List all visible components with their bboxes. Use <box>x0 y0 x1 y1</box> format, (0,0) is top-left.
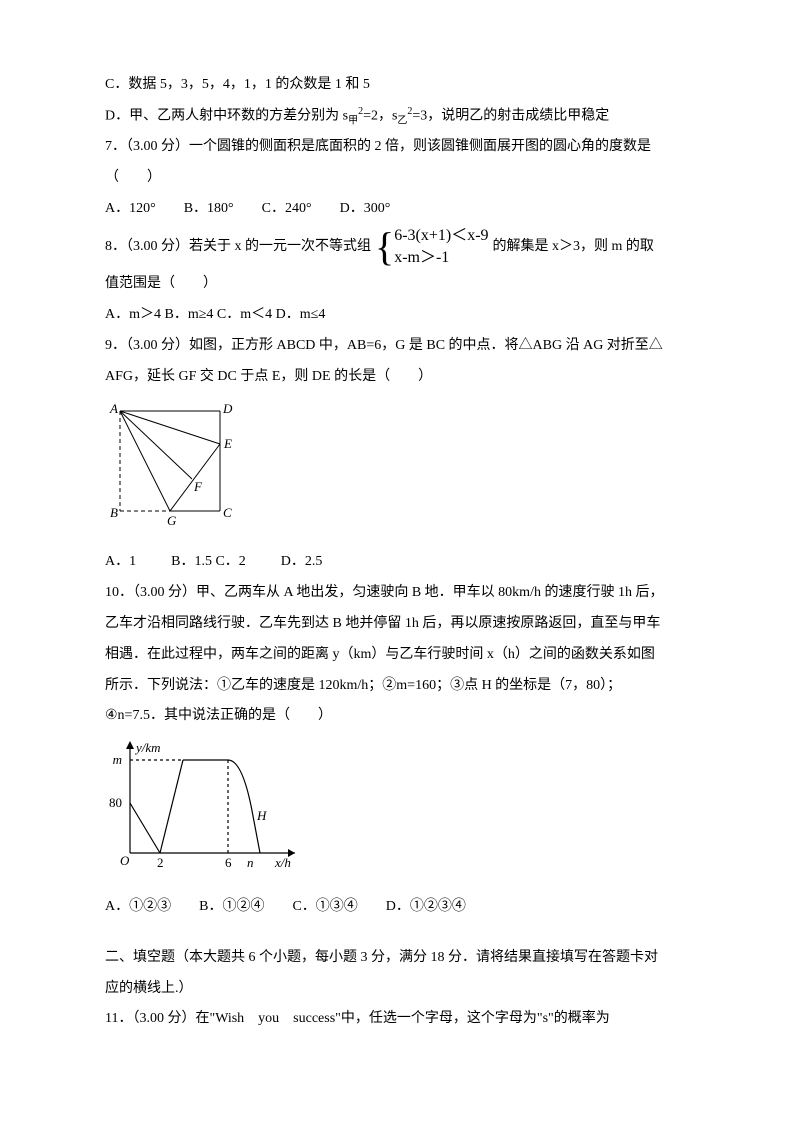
q7-text-1: 7．（3.00 分）一个圆锥的侧面积是底面积的 2 倍，则该圆锥侧面展开图的圆心… <box>105 132 695 163</box>
brace-icon: { <box>375 227 394 267</box>
q10-text-1: 10．（3.00 分）甲、乙两车从 A 地出发，匀速驶向 B 地．甲车以 80k… <box>105 578 695 609</box>
d-mid1: =2，s <box>363 108 397 123</box>
d-sub2: 乙 <box>397 115 407 126</box>
q8-post: 的解集是 x＞3，则 m 的取 <box>493 232 654 263</box>
svg-text:D: D <box>222 401 233 416</box>
d-post: =3，说明乙的射击成绩比甲稳定 <box>412 108 609 123</box>
svg-text:O: O <box>120 853 130 868</box>
svg-text:m: m <box>113 752 122 767</box>
q8-ineq-1: 6-3(x+1)＜x-9 <box>394 225 488 247</box>
q9-text-2: AFG，延长 GF 交 DC 于点 E，则 DE 的长是（ ） <box>105 362 695 393</box>
q7-text-2: （ ） <box>105 163 695 194</box>
q9-text-1: 9．（3.00 分）如图，正方形 ABCD 中，AB=6，G 是 BC 的中点．… <box>105 331 695 362</box>
svg-text:80: 80 <box>109 795 122 810</box>
d-pre: D．甲、乙两人射中环数的方差分别为 s <box>105 108 348 123</box>
q10-svg: O 2 6n 80 m y/km x/h H <box>105 738 305 873</box>
svg-text:6: 6 <box>225 855 232 870</box>
q9-options: A．1 B．1.5 C．2 D．2.5 <box>105 547 695 578</box>
q7-options: A．120° B．180° C．240° D．300° <box>105 194 695 225</box>
option-c: C．数据 5，3，5，4，1，1 的众数是 1 和 5 <box>105 70 695 101</box>
svg-text:C: C <box>223 505 232 520</box>
svg-text:A: A <box>109 401 118 416</box>
q8-pre: 8．（3.00 分）若关于 x 的一元一次不等式组 <box>105 232 371 263</box>
svg-text:E: E <box>223 436 232 451</box>
d-sub1: 甲 <box>348 115 358 126</box>
svg-text:F: F <box>193 479 203 494</box>
q10-text-5: ④n=7.5．其中说法正确的是（ ） <box>105 701 695 732</box>
section2-title-2: 应的横线上.） <box>105 974 695 1005</box>
q10-text-4: 所示．下列说法：①乙车的速度是 120km/h；②m=160；③点 H 的坐标是… <box>105 671 695 702</box>
svg-text:x/h: x/h <box>274 855 291 870</box>
svg-text:y/km: y/km <box>134 740 161 755</box>
q8-system: { 6-3(x+1)＜x-9 x-m＞-1 <box>375 225 489 270</box>
option-d: D．甲、乙两人射中环数的方差分别为 s甲2=2，s乙2=3，说明乙的射击成绩比甲… <box>105 101 695 132</box>
q9-svg: A D B C G E F <box>105 399 235 529</box>
q9-figure: A D B C G E F <box>105 399 695 542</box>
q10-text-2: 乙车才沿相同路线行驶．乙车先到达 B 地并停留 1h 后，再以原速按原路返回，直… <box>105 609 695 640</box>
svg-text:n: n <box>247 855 254 870</box>
q8-ineq-2: x-m＞-1 <box>394 247 488 269</box>
q8-options: A．m＞4 B．m≥4 C．m＜4 D．m≤4 <box>105 300 695 331</box>
svg-text:H: H <box>256 808 267 823</box>
svg-text:B: B <box>110 505 118 520</box>
svg-text:2: 2 <box>157 855 164 870</box>
q11-text: 11．（3.00 分）在"Wish you success"中，任选一个字母，这… <box>105 1004 695 1035</box>
q10-options: A．①②③ B．①②④ C．①③④ D．①②③④ <box>105 892 695 923</box>
q8-line-1: 8．（3.00 分）若关于 x 的一元一次不等式组 { 6-3(x+1)＜x-9… <box>105 225 695 270</box>
q10-figure: O 2 6n 80 m y/km x/h H <box>105 738 695 886</box>
q8-text-2: 值范围是（ ） <box>105 269 695 300</box>
svg-text:G: G <box>167 513 177 528</box>
section2-title-1: 二、填空题（本大题共 6 个小题，每小题 3 分，满分 18 分．请将结果直接填… <box>105 943 695 974</box>
q10-text-3: 相遇．在此过程中，两车之间的距离 y（km）与乙车行驶时间 x（h）之间的函数关… <box>105 640 695 671</box>
